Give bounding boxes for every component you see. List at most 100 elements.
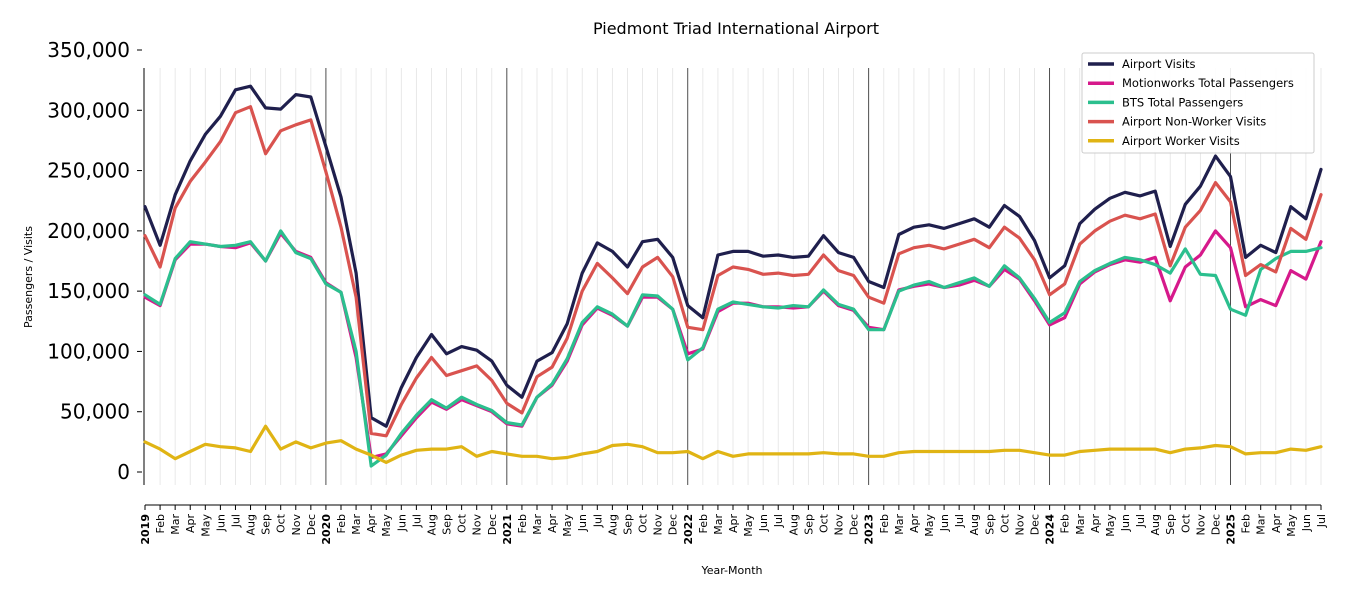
y-axis-label: Passengers / Visits: [22, 226, 35, 328]
x-tick-label: May: [561, 514, 574, 537]
x-tick-label: Aug: [425, 514, 438, 535]
series-line-bts-total-passengers: [143, 229, 1323, 468]
x-tick-label: Jun: [1300, 514, 1313, 532]
x-tick-label: Apr: [727, 514, 740, 534]
x-tick-label: Oct: [637, 513, 650, 533]
x-tick-label: May: [199, 514, 212, 537]
x-tick-label: Aug: [787, 514, 800, 535]
legend: Airport Visits Motionworks Total Passenge…: [1081, 52, 1315, 154]
x-tick-label: Oct: [275, 513, 288, 533]
x-tick-label: Dec: [1209, 514, 1222, 535]
x-tick-label: Nov: [1194, 514, 1207, 536]
y-tick-label: 50,000: [60, 400, 130, 424]
x-tick-label: 2020: [320, 514, 333, 545]
x-tick-label: Jun: [938, 514, 951, 532]
series-line-airport-worker-visits: [143, 424, 1323, 464]
x-tick-label: Dec: [305, 514, 318, 535]
series-line-airport-visits: [143, 84, 1323, 428]
x-tick-label: May: [1104, 514, 1117, 537]
x-axis-label: Year-Month: [700, 564, 762, 577]
x-tick-label: Feb: [1240, 514, 1253, 533]
y-tick-label: 300,000: [47, 98, 130, 122]
x-tick-label: Jul: [229, 514, 242, 528]
x-tick-label: Apr: [546, 514, 559, 534]
x-tick-label: Feb: [1059, 514, 1072, 533]
x-tick-label: Dec: [667, 514, 680, 535]
x-tick-label: Oct: [456, 513, 469, 533]
x-tick-label: Feb: [335, 514, 348, 533]
x-tick-label: 2025: [1225, 514, 1238, 545]
chart-title: Piedmont Triad International Airport: [593, 19, 879, 38]
axes: 0 50,000 100,000 150,000 200,000 250,000 300,0…: [47, 38, 1328, 545]
x-tick-label: Sep: [1164, 514, 1177, 535]
x-tick-label: Apr: [908, 514, 921, 534]
x-tick-label: Feb: [516, 514, 529, 533]
x-tick-label: Nov: [290, 514, 303, 536]
x-tick-label: Sep: [983, 514, 996, 535]
x-tick-label: May: [923, 514, 936, 537]
x-tick-label: Sep: [260, 514, 273, 535]
y-tick-label: 100,000: [47, 339, 130, 363]
x-tick-label: Mar: [350, 514, 363, 535]
x-tick-label: Feb: [697, 514, 710, 533]
x-tick-label: Jul: [410, 514, 423, 528]
y-tick-label: 250,000: [47, 159, 130, 183]
x-tick-label: Apr: [365, 514, 378, 534]
x-tick-label: Jun: [214, 514, 227, 532]
x-tick-label: Jun: [576, 514, 589, 532]
x-tick-label: Mar: [531, 514, 544, 535]
series-line-airport-non-worker-visits: [143, 105, 1323, 438]
x-tick-label: Nov: [1013, 514, 1026, 536]
x-tick-label: 2019: [139, 514, 152, 545]
y-tick-label: 200,000: [47, 219, 130, 243]
x-tick-label: Sep: [802, 514, 815, 535]
x-tick-label: Jul: [772, 514, 785, 528]
x-tick-label: Mar: [712, 514, 725, 535]
x-tick-label: Mar: [1074, 514, 1087, 535]
legend-label: BTS Total Passengers: [1122, 95, 1243, 109]
x-tick-label: Oct: [1179, 513, 1192, 533]
x-tick-label: Dec: [848, 514, 861, 535]
x-tick-label: Sep: [621, 514, 634, 535]
x-tick-label: Jun: [757, 514, 770, 532]
x-tick-label: Nov: [471, 514, 484, 536]
x-tick-label: Jul: [591, 514, 604, 528]
x-tick-label: 2021: [501, 514, 514, 545]
x-tick-label: Feb: [878, 514, 891, 533]
legend-label: Airport Worker Visits: [1122, 134, 1240, 148]
x-tick-label: Apr: [1089, 514, 1102, 534]
x-tick-label: May: [1285, 514, 1298, 537]
x-tick-label: Nov: [652, 514, 665, 536]
x-tick-label: Sep: [441, 514, 454, 535]
x-tick-label: Dec: [1029, 514, 1042, 535]
y-tick-label: 350,000: [47, 38, 130, 62]
x-tick-label: May: [742, 514, 755, 537]
x-tick-label: Apr: [184, 514, 197, 534]
legend-label: Airport Visits: [1122, 57, 1196, 71]
x-tick-label: 2023: [863, 514, 876, 545]
x-tick-label: Dec: [486, 514, 499, 535]
y-tick-label: 0: [117, 460, 130, 484]
grid: [159, 68, 1322, 485]
x-tick-label: May: [380, 514, 393, 537]
x-tick-label: Aug: [245, 514, 258, 535]
x-tick-label: Mar: [169, 514, 182, 535]
x-tick-label: Jul: [1134, 514, 1147, 528]
x-tick-label: Mar: [1255, 514, 1268, 535]
legend-label: Airport Non-Worker Visits: [1122, 115, 1266, 129]
x-tick-label: Oct: [817, 513, 830, 533]
x-tick-label: Aug: [968, 514, 981, 535]
x-tick-label: Aug: [1149, 514, 1162, 535]
y-tick-label: 150,000: [47, 279, 130, 303]
x-tick-label: Jul: [1315, 514, 1328, 528]
x-tick-label: 2024: [1044, 514, 1057, 545]
x-tick-label: Feb: [154, 514, 167, 533]
x-tick-label: Mar: [893, 514, 906, 535]
x-tick-label: Jun: [395, 514, 408, 532]
x-tick-label: 2022: [682, 514, 695, 545]
x-tick-label: Nov: [833, 514, 846, 536]
x-tick-label: Apr: [1270, 514, 1283, 534]
x-tick-label: Aug: [606, 514, 619, 535]
